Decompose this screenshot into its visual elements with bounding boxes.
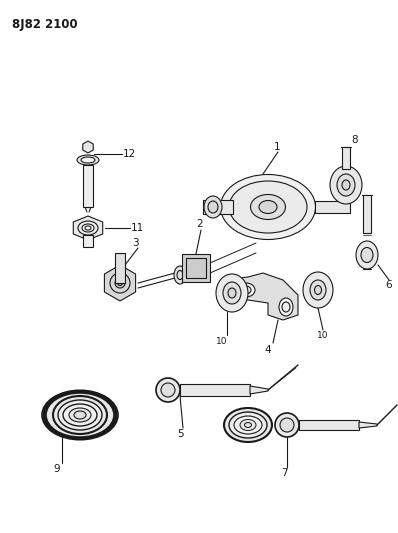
Ellipse shape	[330, 166, 362, 204]
Ellipse shape	[208, 201, 218, 213]
Bar	[315, 201, 350, 213]
Ellipse shape	[279, 298, 293, 316]
Ellipse shape	[42, 390, 118, 440]
Ellipse shape	[220, 174, 316, 239]
Bar	[186, 258, 206, 278]
Circle shape	[161, 383, 175, 397]
Circle shape	[156, 378, 180, 402]
Ellipse shape	[240, 419, 256, 431]
Text: 10: 10	[317, 332, 329, 341]
Ellipse shape	[78, 221, 98, 235]
Ellipse shape	[361, 247, 373, 262]
Ellipse shape	[174, 266, 186, 284]
Ellipse shape	[303, 272, 333, 308]
Text: 10: 10	[216, 336, 228, 345]
Polygon shape	[104, 265, 136, 301]
Ellipse shape	[77, 155, 99, 165]
Ellipse shape	[282, 302, 290, 312]
Ellipse shape	[81, 157, 95, 163]
Ellipse shape	[241, 286, 251, 294]
Ellipse shape	[244, 423, 252, 427]
Ellipse shape	[63, 404, 97, 426]
Ellipse shape	[74, 411, 86, 419]
Text: 5: 5	[177, 429, 183, 439]
Ellipse shape	[314, 286, 322, 295]
Polygon shape	[250, 386, 268, 394]
Bar	[203, 200, 233, 214]
Text: 9: 9	[54, 464, 60, 474]
Text: 11: 11	[131, 223, 144, 233]
Ellipse shape	[53, 396, 107, 434]
Bar	[363, 195, 371, 233]
Text: 8: 8	[351, 135, 358, 145]
Ellipse shape	[342, 180, 350, 190]
Ellipse shape	[250, 195, 285, 220]
Ellipse shape	[117, 280, 123, 286]
Ellipse shape	[223, 282, 241, 304]
Ellipse shape	[69, 408, 91, 422]
Ellipse shape	[58, 400, 102, 430]
Ellipse shape	[259, 200, 277, 214]
Ellipse shape	[216, 274, 248, 312]
Circle shape	[280, 418, 294, 432]
Bar	[83, 235, 93, 247]
Bar	[83, 165, 93, 207]
Ellipse shape	[204, 196, 222, 218]
Ellipse shape	[234, 416, 262, 434]
Ellipse shape	[229, 181, 307, 233]
Text: 3: 3	[132, 238, 139, 248]
Ellipse shape	[110, 273, 130, 293]
Text: 6: 6	[385, 280, 392, 290]
Ellipse shape	[115, 278, 125, 288]
Bar	[115, 253, 125, 283]
Text: 8J82 2100: 8J82 2100	[12, 18, 78, 31]
Text: 4: 4	[265, 345, 271, 355]
Text: 7: 7	[281, 468, 287, 478]
Polygon shape	[73, 216, 103, 240]
Text: 1: 1	[274, 142, 280, 152]
Text: 12: 12	[123, 149, 136, 159]
Ellipse shape	[356, 241, 378, 269]
Polygon shape	[359, 422, 377, 428]
Bar	[342, 147, 350, 169]
Ellipse shape	[224, 408, 272, 442]
Circle shape	[275, 413, 299, 437]
Bar	[180, 384, 250, 396]
Ellipse shape	[310, 280, 326, 300]
Polygon shape	[83, 141, 93, 153]
Bar	[182, 254, 210, 282]
Ellipse shape	[237, 283, 255, 297]
Polygon shape	[223, 273, 298, 320]
Ellipse shape	[82, 224, 94, 232]
Ellipse shape	[228, 288, 236, 298]
Ellipse shape	[229, 412, 267, 438]
Bar	[299, 420, 359, 430]
Ellipse shape	[337, 174, 355, 196]
Text: 2: 2	[197, 219, 203, 229]
